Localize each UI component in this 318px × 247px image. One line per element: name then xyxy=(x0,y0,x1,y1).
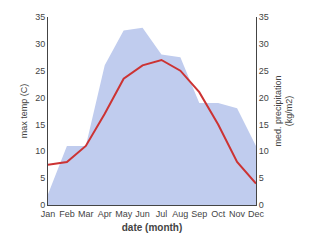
svg-text:Feb: Feb xyxy=(59,209,75,219)
svg-text:0: 0 xyxy=(259,200,264,210)
svg-text:30: 30 xyxy=(259,39,269,49)
svg-text:Sep: Sep xyxy=(191,209,207,219)
svg-text:Jun: Jun xyxy=(135,209,150,219)
svg-text:Apr: Apr xyxy=(98,209,112,219)
svg-text:20: 20 xyxy=(259,93,269,103)
svg-text:Oct: Oct xyxy=(211,209,226,219)
svg-text:Mar: Mar xyxy=(78,209,94,219)
svg-text:5: 5 xyxy=(40,173,45,183)
svg-text:35: 35 xyxy=(259,12,269,22)
svg-text:Aug: Aug xyxy=(172,209,188,219)
svg-text:max temp (C): max temp (C) xyxy=(19,84,29,139)
svg-text:Dec: Dec xyxy=(248,209,265,219)
svg-text:May: May xyxy=(115,209,133,219)
svg-text:25: 25 xyxy=(35,66,45,76)
svg-text:20: 20 xyxy=(35,93,45,103)
svg-text:5: 5 xyxy=(259,173,264,183)
svg-text:med. precipitation(kg/m2): med. precipitation(kg/m2) xyxy=(273,75,295,146)
svg-text:date (month): date (month) xyxy=(122,222,183,233)
svg-text:30: 30 xyxy=(35,39,45,49)
svg-text:Nov: Nov xyxy=(229,209,246,219)
svg-text:15: 15 xyxy=(259,120,269,130)
svg-text:Jul: Jul xyxy=(156,209,168,219)
svg-text:25: 25 xyxy=(259,66,269,76)
svg-text:10: 10 xyxy=(35,146,45,156)
svg-text:10: 10 xyxy=(259,146,269,156)
svg-text:Jan: Jan xyxy=(41,209,56,219)
svg-text:35: 35 xyxy=(35,12,45,22)
svg-text:0: 0 xyxy=(40,200,45,210)
svg-text:15: 15 xyxy=(35,120,45,130)
